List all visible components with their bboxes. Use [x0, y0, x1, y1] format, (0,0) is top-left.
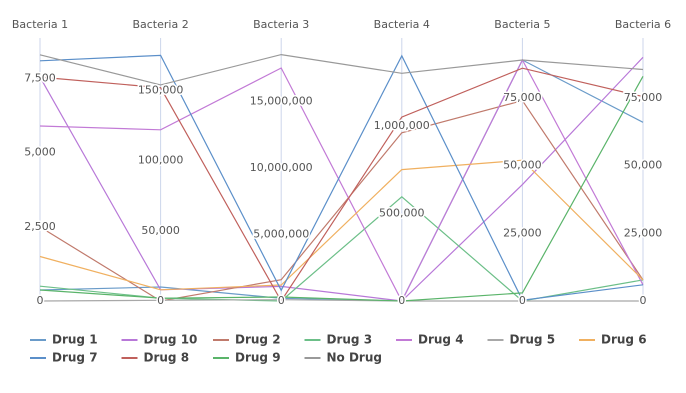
series-line [39, 53, 644, 86]
y-tick-label: 1,000,000 [374, 119, 430, 132]
y-tick-label: 15,000,000 [250, 94, 313, 107]
y-tick-label: 150,000 [138, 84, 184, 97]
y-tick-label: 0 [37, 294, 44, 307]
y-tick-label: 2,500 [24, 220, 56, 233]
series-line [39, 159, 644, 291]
axis-title: Bacteria 5 [494, 18, 550, 31]
y-tick-label: 50,000 [624, 159, 663, 172]
y-tick-label: 0 [519, 294, 526, 307]
legend-label: Drug 4 [418, 333, 464, 347]
axis-title: Bacteria 2 [132, 18, 188, 31]
axis-title: Bacteria 3 [253, 18, 309, 31]
axis-title: Bacteria 1 [12, 18, 68, 31]
y-tick-label: 25,000 [503, 226, 542, 239]
y-tick-label: 100,000 [138, 154, 184, 167]
legend-label: Drug 7 [52, 351, 98, 365]
legend-label: Drug 5 [510, 333, 556, 347]
legend-label: No Drug [327, 351, 382, 365]
y-tick-label: 25,000 [624, 226, 663, 239]
y-tick-label: 50,000 [141, 224, 180, 237]
legend-label: Drug 2 [235, 333, 281, 347]
y-tick-label: 10,000,000 [250, 161, 313, 174]
y-tick-label: 0 [157, 294, 164, 307]
y-tick-label: 0 [278, 294, 285, 307]
series-line [39, 56, 644, 302]
series-line [39, 299, 643, 302]
legend-label: Drug 9 [235, 351, 281, 365]
y-tick-label: 5,000 [24, 146, 56, 159]
legend-label: Drug 3 [327, 333, 373, 347]
y-tick-label: 50,000 [503, 159, 542, 172]
y-tick-label: 7,500 [24, 72, 56, 85]
series-line [39, 99, 644, 302]
legend-label: Drug 10 [144, 333, 198, 347]
series-line [39, 58, 644, 303]
y-tick-label: 75,000 [503, 91, 542, 104]
y-tick-label: 500,000 [379, 206, 425, 219]
y-tick-label: 75,000 [624, 91, 663, 104]
legend-label: Drug 6 [601, 333, 647, 347]
series-line [39, 196, 644, 302]
axis-title: Bacteria 4 [374, 18, 430, 31]
y-tick-label: 0 [398, 294, 405, 307]
series-line [39, 54, 644, 301]
axis-title: Bacteria 6 [615, 18, 671, 31]
legend-label: Drug 1 [52, 333, 98, 347]
series-line [39, 59, 644, 302]
series-line [39, 67, 644, 303]
y-tick-label: 5,000,000 [253, 227, 309, 240]
legend-label: Drug 8 [144, 351, 190, 365]
y-tick-label: 0 [640, 294, 647, 307]
series-line [39, 76, 644, 302]
